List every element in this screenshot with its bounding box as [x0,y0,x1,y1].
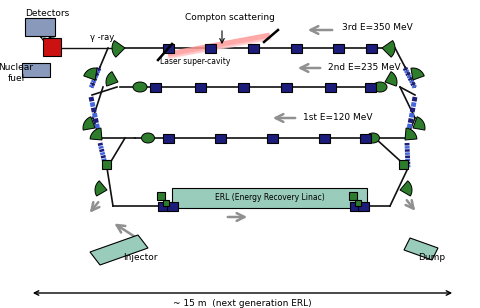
Polygon shape [112,41,125,57]
Bar [399,160,408,169]
Bar [325,83,336,92]
Bar [163,134,174,143]
Polygon shape [413,117,425,130]
Bar [365,83,376,92]
Bar [102,160,111,169]
Bar [350,202,361,211]
Text: 2nd E=235 MeV: 2nd E=235 MeV [328,63,401,71]
Bar [360,134,371,143]
Bar [267,134,278,143]
Polygon shape [90,128,102,140]
Bar [150,83,161,92]
Bar [22,63,50,77]
Bar [163,200,169,206]
Text: ERL (Energy Recovery Linac): ERL (Energy Recovery Linac) [215,193,324,202]
Text: γ -ray: γ -ray [90,33,114,42]
Polygon shape [405,128,417,140]
Bar [358,202,369,211]
Text: Detectors: Detectors [25,9,69,18]
Bar [333,44,344,53]
Text: ~ 15 m  (next generation ERL): ~ 15 m (next generation ERL) [173,298,312,307]
Polygon shape [95,181,107,196]
Bar [281,83,292,92]
Polygon shape [385,71,397,86]
Bar [43,38,61,56]
Bar [163,44,174,53]
Bar [205,44,216,53]
Polygon shape [411,68,424,80]
Text: Injector: Injector [123,253,157,262]
Polygon shape [400,181,412,196]
Bar [158,202,169,211]
Bar [319,134,330,143]
Polygon shape [106,71,118,86]
Polygon shape [90,235,148,265]
Text: 1st E=120 MeV: 1st E=120 MeV [303,114,372,123]
Ellipse shape [373,82,387,92]
Polygon shape [84,68,97,80]
Polygon shape [382,41,395,57]
Ellipse shape [133,82,147,92]
Text: Laser super-cavity: Laser super-cavity [160,58,230,67]
Polygon shape [404,238,438,260]
Bar [291,44,302,53]
Bar [157,192,165,200]
Bar [195,83,206,92]
Bar [366,44,377,53]
Bar [238,83,249,92]
Bar [172,188,367,208]
Bar [349,192,357,200]
Bar [215,134,226,143]
Text: Dump: Dump [419,253,445,262]
Bar [355,200,361,206]
Bar [248,44,259,53]
Ellipse shape [142,133,155,143]
Bar [25,18,55,36]
Bar [167,202,178,211]
Text: 3rd E=350 MeV: 3rd E=350 MeV [342,23,413,33]
Ellipse shape [367,133,380,143]
Text: Nuclear
fuel: Nuclear fuel [0,63,34,83]
Polygon shape [83,117,95,130]
Text: Compton scattering: Compton scattering [185,14,275,22]
